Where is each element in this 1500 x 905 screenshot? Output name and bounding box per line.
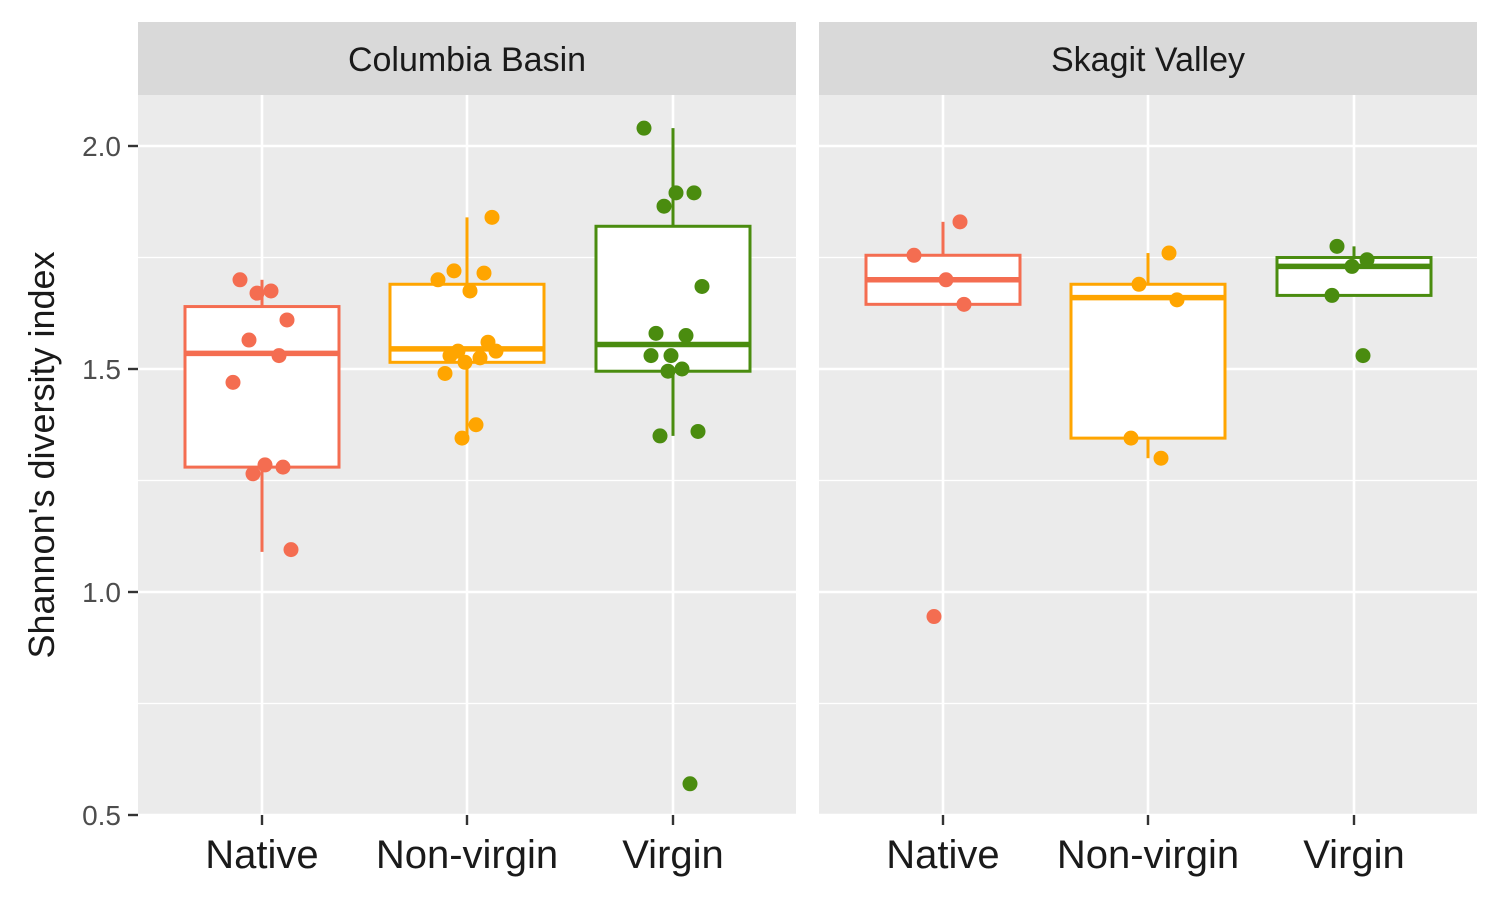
x-tick-label: Non-virgin (1057, 833, 1239, 877)
data-point (1359, 252, 1375, 268)
y-tick-label: 2.0 (82, 131, 121, 162)
data-point (1131, 276, 1147, 292)
data-point (636, 120, 652, 136)
data-point (1329, 238, 1345, 254)
data-point (263, 283, 279, 299)
data-point (1344, 258, 1360, 274)
data-point (1169, 292, 1185, 308)
data-point (678, 328, 694, 344)
box-native (183, 272, 341, 558)
panel-1: Skagit Valley Native Non-virgin Virgin (819, 22, 1477, 877)
facet-strip (138, 22, 796, 95)
x-tick-label: Native (205, 833, 318, 877)
panel-0: Columbia Basin Native Non-virgin Virgin (138, 22, 796, 877)
box-native (864, 214, 1022, 625)
x-tick-label: Virgin (1303, 833, 1405, 877)
data-point (690, 423, 706, 439)
data-point (476, 265, 492, 281)
box-non-virgin (1069, 245, 1227, 466)
box-non-virgin (388, 209, 546, 446)
data-point (694, 278, 710, 294)
data-point (1324, 287, 1340, 303)
data-point (1123, 430, 1139, 446)
data-point (656, 198, 672, 214)
data-point (663, 348, 679, 364)
data-point (643, 348, 659, 364)
data-point (430, 272, 446, 288)
box-body (183, 305, 341, 469)
data-point (1153, 450, 1169, 466)
data-point (457, 354, 473, 370)
facet-strip (819, 22, 1477, 95)
facet-title: Columbia Basin (348, 41, 586, 79)
box-virgin (594, 120, 752, 792)
data-point (956, 296, 972, 312)
y-axis-title: Shannon's diversity index (21, 251, 62, 658)
data-point (938, 272, 954, 288)
data-point (468, 417, 484, 433)
y-tick-label: 1.5 (82, 354, 121, 385)
box-virgin (1275, 238, 1433, 364)
data-point (249, 285, 265, 301)
y-tick-label: 1.0 (82, 577, 121, 608)
data-point (283, 542, 299, 558)
data-point (926, 609, 942, 625)
data-point (682, 776, 698, 792)
data-point (674, 361, 690, 377)
data-point (1355, 348, 1371, 364)
data-point (462, 283, 478, 299)
data-point (271, 348, 287, 364)
y-tick-label: 0.5 (82, 800, 121, 831)
data-point (906, 247, 922, 263)
data-point (484, 209, 500, 225)
data-point (446, 263, 462, 279)
data-point (279, 312, 295, 328)
data-point (668, 185, 684, 201)
box-body (1069, 282, 1227, 440)
data-point (652, 428, 668, 444)
data-point (437, 365, 453, 381)
data-point (275, 459, 291, 475)
x-tick-label: Non-virgin (376, 833, 558, 877)
data-point (952, 214, 968, 230)
facet-title: Skagit Valley (1051, 41, 1245, 79)
x-tick-label: Virgin (622, 833, 724, 877)
data-point (232, 272, 248, 288)
data-point (442, 348, 458, 364)
data-point (245, 466, 261, 482)
data-point (660, 363, 676, 379)
data-point (648, 325, 664, 341)
data-point (225, 374, 241, 390)
data-point (472, 350, 488, 366)
data-point (488, 343, 504, 359)
data-point (257, 457, 273, 473)
data-point (1161, 245, 1177, 261)
data-point (241, 332, 257, 348)
data-point (454, 430, 470, 446)
x-tick-label: Native (886, 833, 999, 877)
data-point (686, 185, 702, 201)
